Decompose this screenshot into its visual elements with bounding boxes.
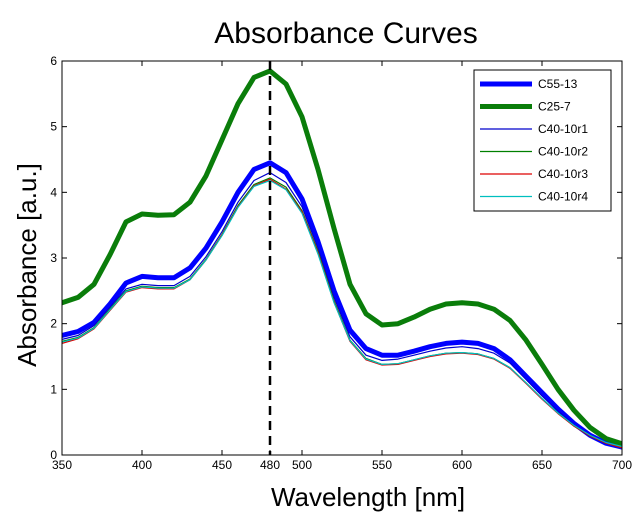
plot-area: 350 400 450 480 500 550 600 650 700 0 1 2 3 4 5 6: [50, 54, 632, 472]
y-tick-label: 5: [50, 120, 57, 134]
x-tick-label: 350: [52, 458, 72, 472]
y-tick-label: 0: [50, 448, 57, 462]
legend-label: C40-10r3: [538, 167, 588, 181]
legend-box: [473, 69, 612, 212]
series-line-c55-13: [62, 160, 622, 450]
legend-label: C55-13: [538, 77, 578, 91]
chart-title: Absorbance Curves: [214, 17, 477, 50]
x-axis-label: Wavelength [nm]: [271, 482, 465, 512]
x-tick-label: 480: [260, 458, 280, 472]
legend-label: C40-10r2: [538, 145, 588, 159]
series-line-c25-7: [62, 68, 622, 447]
x-tick-label: 500: [292, 458, 312, 472]
y-tick-label: 4: [50, 185, 57, 199]
x-tick-label: 550: [372, 458, 392, 472]
y-tick-label: 3: [50, 251, 57, 265]
x-tick-label: 450: [212, 458, 232, 472]
legend-label: C40-10r4: [538, 190, 588, 204]
series-line-c40-10r1: [62, 172, 622, 448]
legend: C55-13 C25-7 C40-10r1 C40-10r2 C40-10r3 C40-1…: [473, 69, 612, 212]
legend-label: C40-10r1: [538, 122, 588, 136]
y-tick-label: 1: [50, 382, 57, 396]
y-axis-label: Absorbance [a.u.]: [12, 163, 42, 367]
series-line-c40-10r4: [62, 179, 622, 448]
x-tick-label: 600: [452, 458, 472, 472]
legend-label: C25-7: [538, 100, 571, 114]
x-tick-label: 700: [612, 458, 632, 472]
x-tick-label: 650: [532, 458, 552, 472]
axes-frame: [61, 60, 623, 456]
y-tick-label: 6: [50, 54, 57, 68]
x-tick-label: 400: [132, 458, 152, 472]
y-tick-label: 2: [50, 317, 57, 331]
